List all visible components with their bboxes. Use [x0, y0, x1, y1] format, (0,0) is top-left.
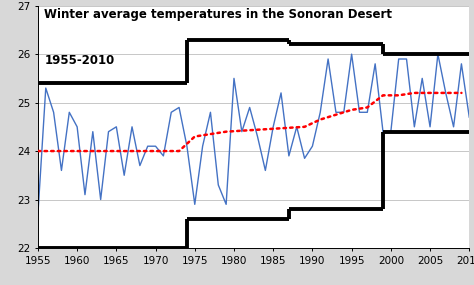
Text: Winter average temperatures in the Sonoran Desert: Winter average temperatures in the Sonor…	[45, 8, 392, 21]
Text: 1955-2010: 1955-2010	[45, 54, 115, 67]
